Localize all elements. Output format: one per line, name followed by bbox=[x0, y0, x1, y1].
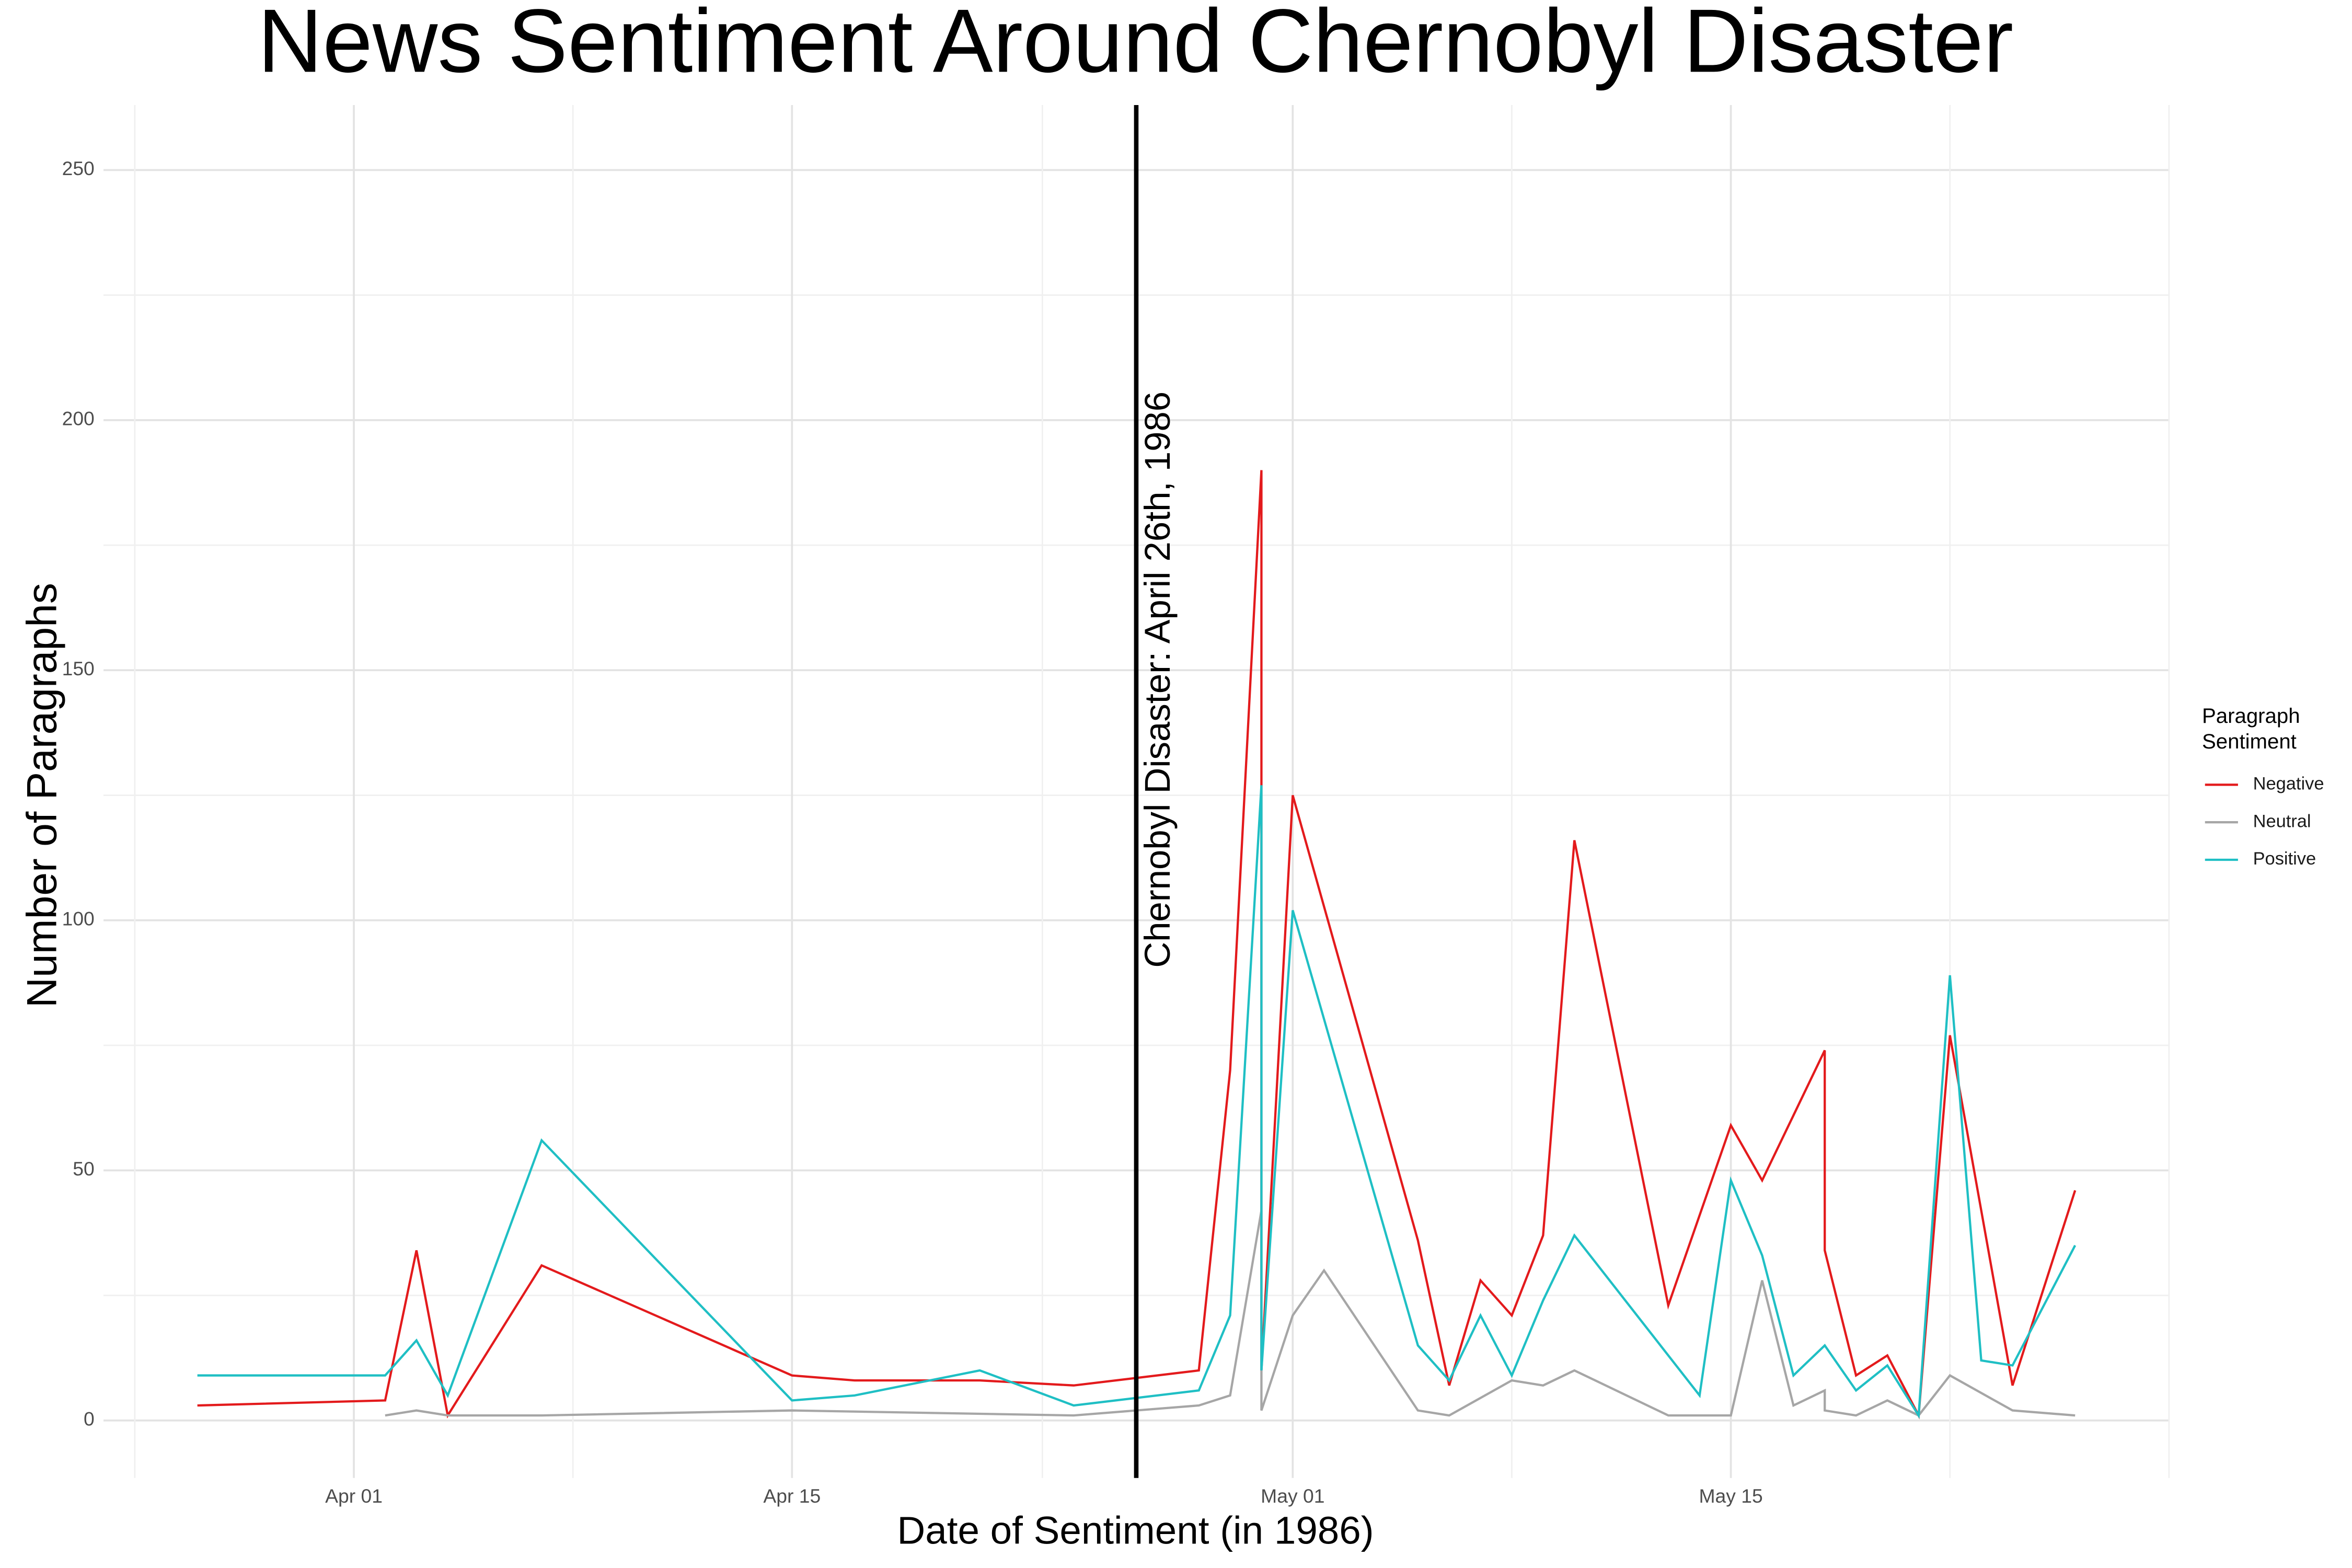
x-tick-label: Apr 01 bbox=[325, 1485, 383, 1507]
annotation: Chernobyl Disaster: April 26th, 1986 bbox=[1134, 105, 1178, 1478]
y-tick-label: 200 bbox=[62, 408, 95, 430]
y-tick-label: 0 bbox=[84, 1408, 95, 1430]
x-tick-label: May 15 bbox=[1699, 1485, 1762, 1507]
x-axis-title: Date of Sentiment (in 1986) bbox=[897, 1508, 1374, 1552]
plot-lines bbox=[197, 470, 2077, 1420]
grid: 0 50 100 150 200 250 Apr 01 Apr 15 May 01 May 15 bbox=[62, 105, 2170, 1507]
series-line bbox=[385, 1210, 2076, 1417]
legend-title: Paragraph Sentiment bbox=[2202, 704, 2300, 753]
series-line bbox=[197, 785, 2077, 1419]
legend-label: Negative bbox=[2253, 774, 2324, 794]
x-tick-label: Apr 15 bbox=[763, 1485, 821, 1507]
y-tick-label: 100 bbox=[62, 908, 95, 930]
x-tick-label: May 01 bbox=[1261, 1485, 1324, 1507]
event-label: Chernobyl Disaster: April 26th, 1986 bbox=[1137, 391, 1178, 968]
y-tick-label: 250 bbox=[62, 157, 95, 179]
y-tick-label: 50 bbox=[73, 1158, 94, 1180]
legend: Paragraph Sentiment Negative Neutral Positiv… bbox=[2202, 704, 2324, 869]
legend-label: Neutral bbox=[2253, 811, 2311, 831]
y-tick-label: 150 bbox=[62, 658, 95, 679]
legend-label: Positive bbox=[2253, 849, 2316, 869]
series-line bbox=[197, 470, 2077, 1420]
chart-title: News Sentiment Around Chernobyl Disaster bbox=[258, 0, 2013, 91]
y-axis-title: Number of Paragraphs bbox=[18, 583, 65, 1008]
